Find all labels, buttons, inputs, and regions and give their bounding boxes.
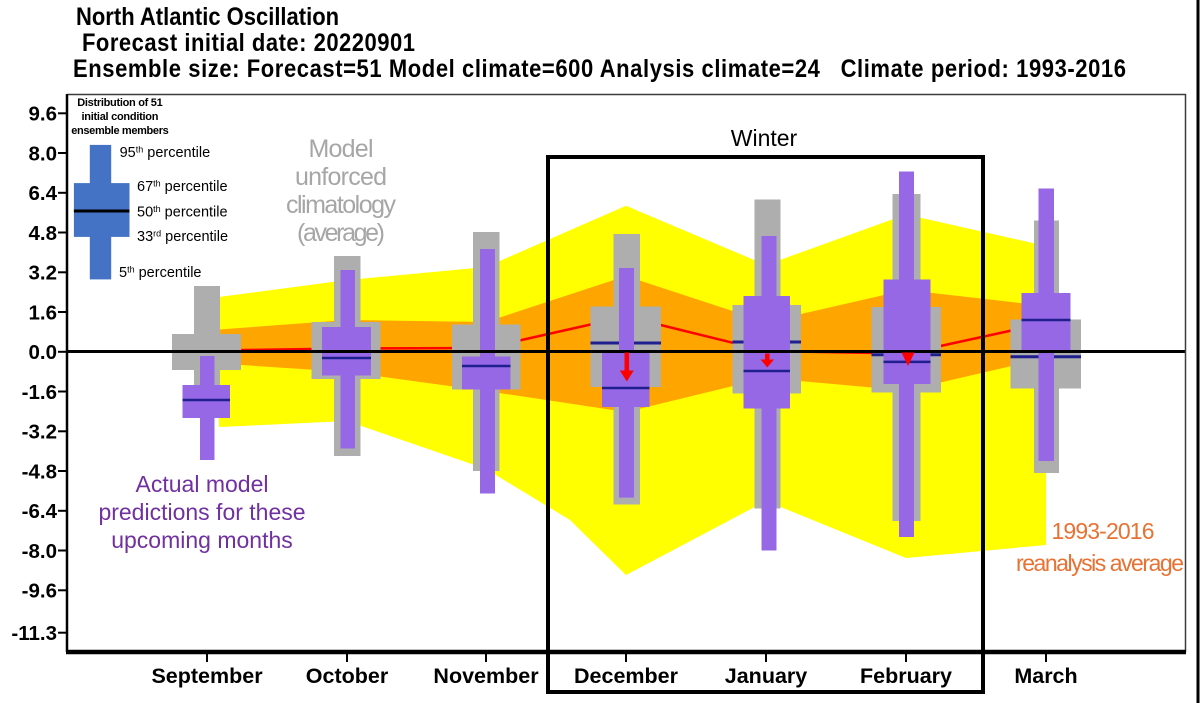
svg-text:reanalysis average: reanalysis average	[1016, 550, 1184, 576]
svg-text:-6.4: -6.4	[22, 500, 58, 523]
svg-text:Distribution of 51: Distribution of 51	[77, 97, 163, 109]
svg-text:February: February	[860, 664, 952, 688]
svg-text:-8.0: -8.0	[22, 540, 57, 563]
svg-text:-1.6: -1.6	[22, 381, 57, 404]
svg-text:Forecast initial date: 2022090: Forecast initial date: 20220901	[82, 29, 415, 57]
svg-text:Ensemble size: Forecast=51 Mod: Ensemble size: Forecast=51 Model climate…	[73, 55, 1126, 83]
svg-text:33rd percentile: 33rd percentile	[137, 229, 228, 246]
svg-text:upcoming months: upcoming months	[111, 527, 293, 553]
svg-text:6.4: 6.4	[29, 182, 58, 205]
svg-text:1.6: 1.6	[29, 301, 58, 324]
svg-text:-11.3: -11.3	[11, 622, 57, 645]
svg-text:-3.2: -3.2	[22, 421, 57, 444]
svg-text:1993-2016: 1993-2016	[1052, 518, 1155, 544]
svg-text:September: September	[151, 664, 263, 688]
svg-text:October: October	[306, 664, 389, 688]
svg-text:5th percentile: 5th percentile	[119, 265, 202, 282]
svg-text:unforced: unforced	[295, 163, 387, 191]
svg-text:3.2: 3.2	[29, 262, 58, 285]
svg-text:November: November	[433, 664, 539, 688]
svg-text:initial condition: initial condition	[82, 111, 159, 123]
svg-text:January: January	[725, 664, 808, 688]
svg-text:9.6: 9.6	[29, 103, 58, 126]
svg-text:95th percentile: 95th percentile	[120, 145, 211, 162]
svg-text:-9.6: -9.6	[22, 580, 57, 603]
svg-text:December: December	[574, 664, 679, 688]
svg-text:0.0: 0.0	[29, 341, 58, 364]
svg-text:North Atlantic Oscillation: North Atlantic Oscillation	[76, 3, 339, 31]
svg-text:Winter: Winter	[731, 125, 798, 151]
svg-text:67th percentile: 67th percentile	[137, 179, 228, 196]
svg-text:Model: Model	[309, 135, 374, 163]
svg-text:climatology: climatology	[286, 191, 397, 219]
svg-text:50th percentile: 50th percentile	[137, 204, 228, 221]
svg-text:Actual model: Actual model	[136, 471, 269, 497]
svg-text:8.0: 8.0	[29, 142, 58, 165]
svg-text:predictions for these: predictions for these	[98, 499, 305, 525]
svg-text:March: March	[1014, 664, 1077, 688]
svg-text:ensemble members: ensemble members	[71, 125, 169, 137]
svg-text:(average): (average)	[297, 219, 385, 247]
svg-text:-4.8: -4.8	[22, 460, 57, 483]
svg-text:4.8: 4.8	[29, 222, 58, 245]
